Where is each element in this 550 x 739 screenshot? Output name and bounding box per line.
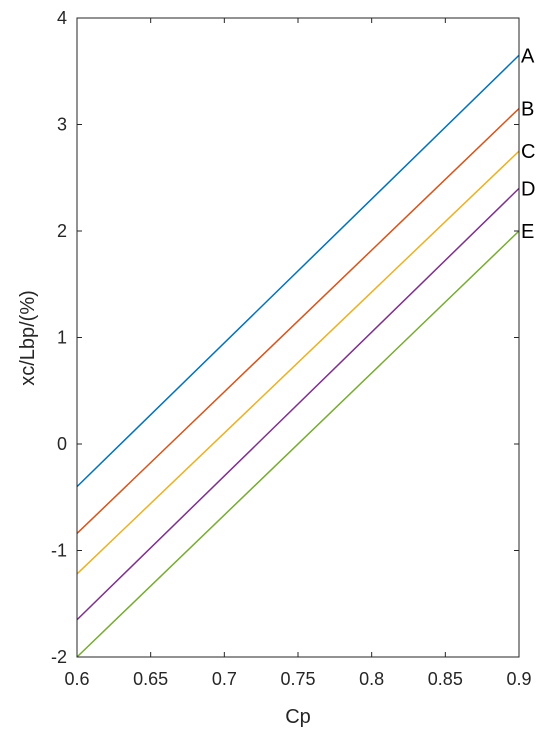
series-line-e xyxy=(76,230,520,658)
y-tick-label: 2 xyxy=(57,221,67,241)
series-label-a: A xyxy=(521,45,535,67)
y-tick-label: 1 xyxy=(57,328,67,348)
series-line-d xyxy=(76,187,520,621)
y-tick-label: -2 xyxy=(51,647,67,667)
series-line-b xyxy=(76,107,520,535)
series-lines xyxy=(76,54,520,658)
x-axis-title: Cp xyxy=(285,706,311,728)
y-tick-label: 0 xyxy=(57,434,67,454)
plot-frame xyxy=(76,17,520,658)
x-tick-label: 0.7 xyxy=(212,669,237,689)
series-label-d: D xyxy=(521,178,535,200)
x-tick-label: 0.65 xyxy=(133,669,168,689)
y-axis-title: xc/Lbp/(%) xyxy=(17,290,39,386)
y-tick-label: 4 xyxy=(57,8,67,28)
series-label-e: E xyxy=(521,221,534,243)
x-tick-labels: 0.6 0.65 0.7 0.75 0.8 0.85 0.9 xyxy=(64,669,531,689)
y-tick-labels: -2 -1 0 1 2 3 4 xyxy=(51,8,67,667)
y-tick-label: -1 xyxy=(51,541,67,561)
series-label-b: B xyxy=(521,99,534,121)
series-line-c xyxy=(76,150,520,575)
x-tick-label: 0.6 xyxy=(64,669,89,689)
series-line-a xyxy=(76,54,520,488)
x-tick-label: 0.85 xyxy=(428,669,463,689)
plot-area xyxy=(77,18,519,657)
x-tick-label: 0.75 xyxy=(280,669,315,689)
series-label-c: C xyxy=(521,141,535,163)
x-tick-label: 0.9 xyxy=(506,669,531,689)
y-tick-label: 3 xyxy=(57,115,67,135)
x-tick-label: 0.8 xyxy=(359,669,384,689)
